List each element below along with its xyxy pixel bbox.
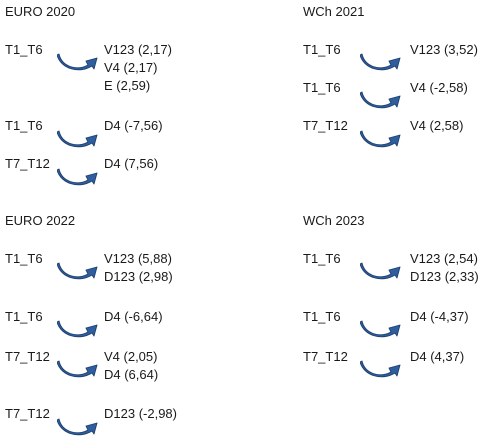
curved-arrow-icon — [360, 88, 404, 112]
source-label: T1_T6 — [5, 42, 43, 57]
source-label: T1_T6 — [5, 251, 43, 266]
target-label: E (2,59) — [104, 78, 151, 93]
target-label: D4 (6,64) — [104, 367, 159, 382]
panel-title: EURO 2020 — [5, 4, 76, 19]
source-label: T1_T6 — [303, 42, 341, 57]
source-label: T7_T12 — [5, 349, 50, 364]
target-label: V123 (2,17) — [104, 42, 172, 57]
curved-arrow-icon — [360, 357, 404, 381]
panel-title: EURO 2022 — [5, 213, 76, 228]
panel-title: WCh 2023 — [303, 213, 365, 228]
curved-arrow-icon — [360, 259, 404, 283]
target-label: D4 (4,37) — [410, 349, 465, 364]
source-label: T1_T6 — [303, 309, 341, 324]
curved-arrow-icon — [57, 259, 101, 283]
curved-arrow-icon — [57, 165, 101, 189]
source-label: T7_T12 — [303, 118, 348, 133]
target-label: D123 (2,98) — [104, 269, 173, 284]
panel-title: WCh 2021 — [303, 4, 365, 19]
target-label: D4 (-4,37) — [410, 309, 469, 324]
source-label: T1_T6 — [303, 80, 341, 95]
target-label: D123 (2,33) — [410, 269, 479, 284]
target-label: D4 (-7,56) — [104, 118, 163, 133]
source-label: T1_T6 — [5, 118, 43, 133]
target-label: V4 (-2,58) — [410, 80, 468, 95]
curved-arrow-icon — [360, 317, 404, 341]
curved-arrow-icon — [57, 415, 101, 439]
target-label: V4 (2,05) — [104, 349, 158, 364]
curved-arrow-icon — [360, 127, 404, 151]
target-label: V4 (2,58) — [410, 118, 464, 133]
curved-arrow-icon — [57, 127, 101, 151]
source-label: T7_T12 — [303, 349, 348, 364]
curved-arrow-icon — [57, 50, 101, 74]
target-label: V4 (2,17) — [104, 60, 158, 75]
source-label: T1_T6 — [5, 309, 43, 324]
target-label: V123 (2,54) — [410, 251, 478, 266]
target-label: D4 (-6,64) — [104, 309, 163, 324]
target-label: D123 (-2,98) — [104, 406, 177, 421]
curved-arrow-icon — [57, 357, 101, 381]
target-label: V123 (3,52) — [410, 42, 478, 57]
target-label: V123 (5,88) — [104, 251, 172, 266]
source-label: T7_T12 — [5, 406, 50, 421]
target-label: D4 (7,56) — [104, 156, 159, 171]
curved-arrow-icon — [360, 50, 404, 74]
curved-arrow-icon — [57, 317, 101, 341]
source-label: T1_T6 — [303, 251, 341, 266]
source-label: T7_T12 — [5, 156, 50, 171]
